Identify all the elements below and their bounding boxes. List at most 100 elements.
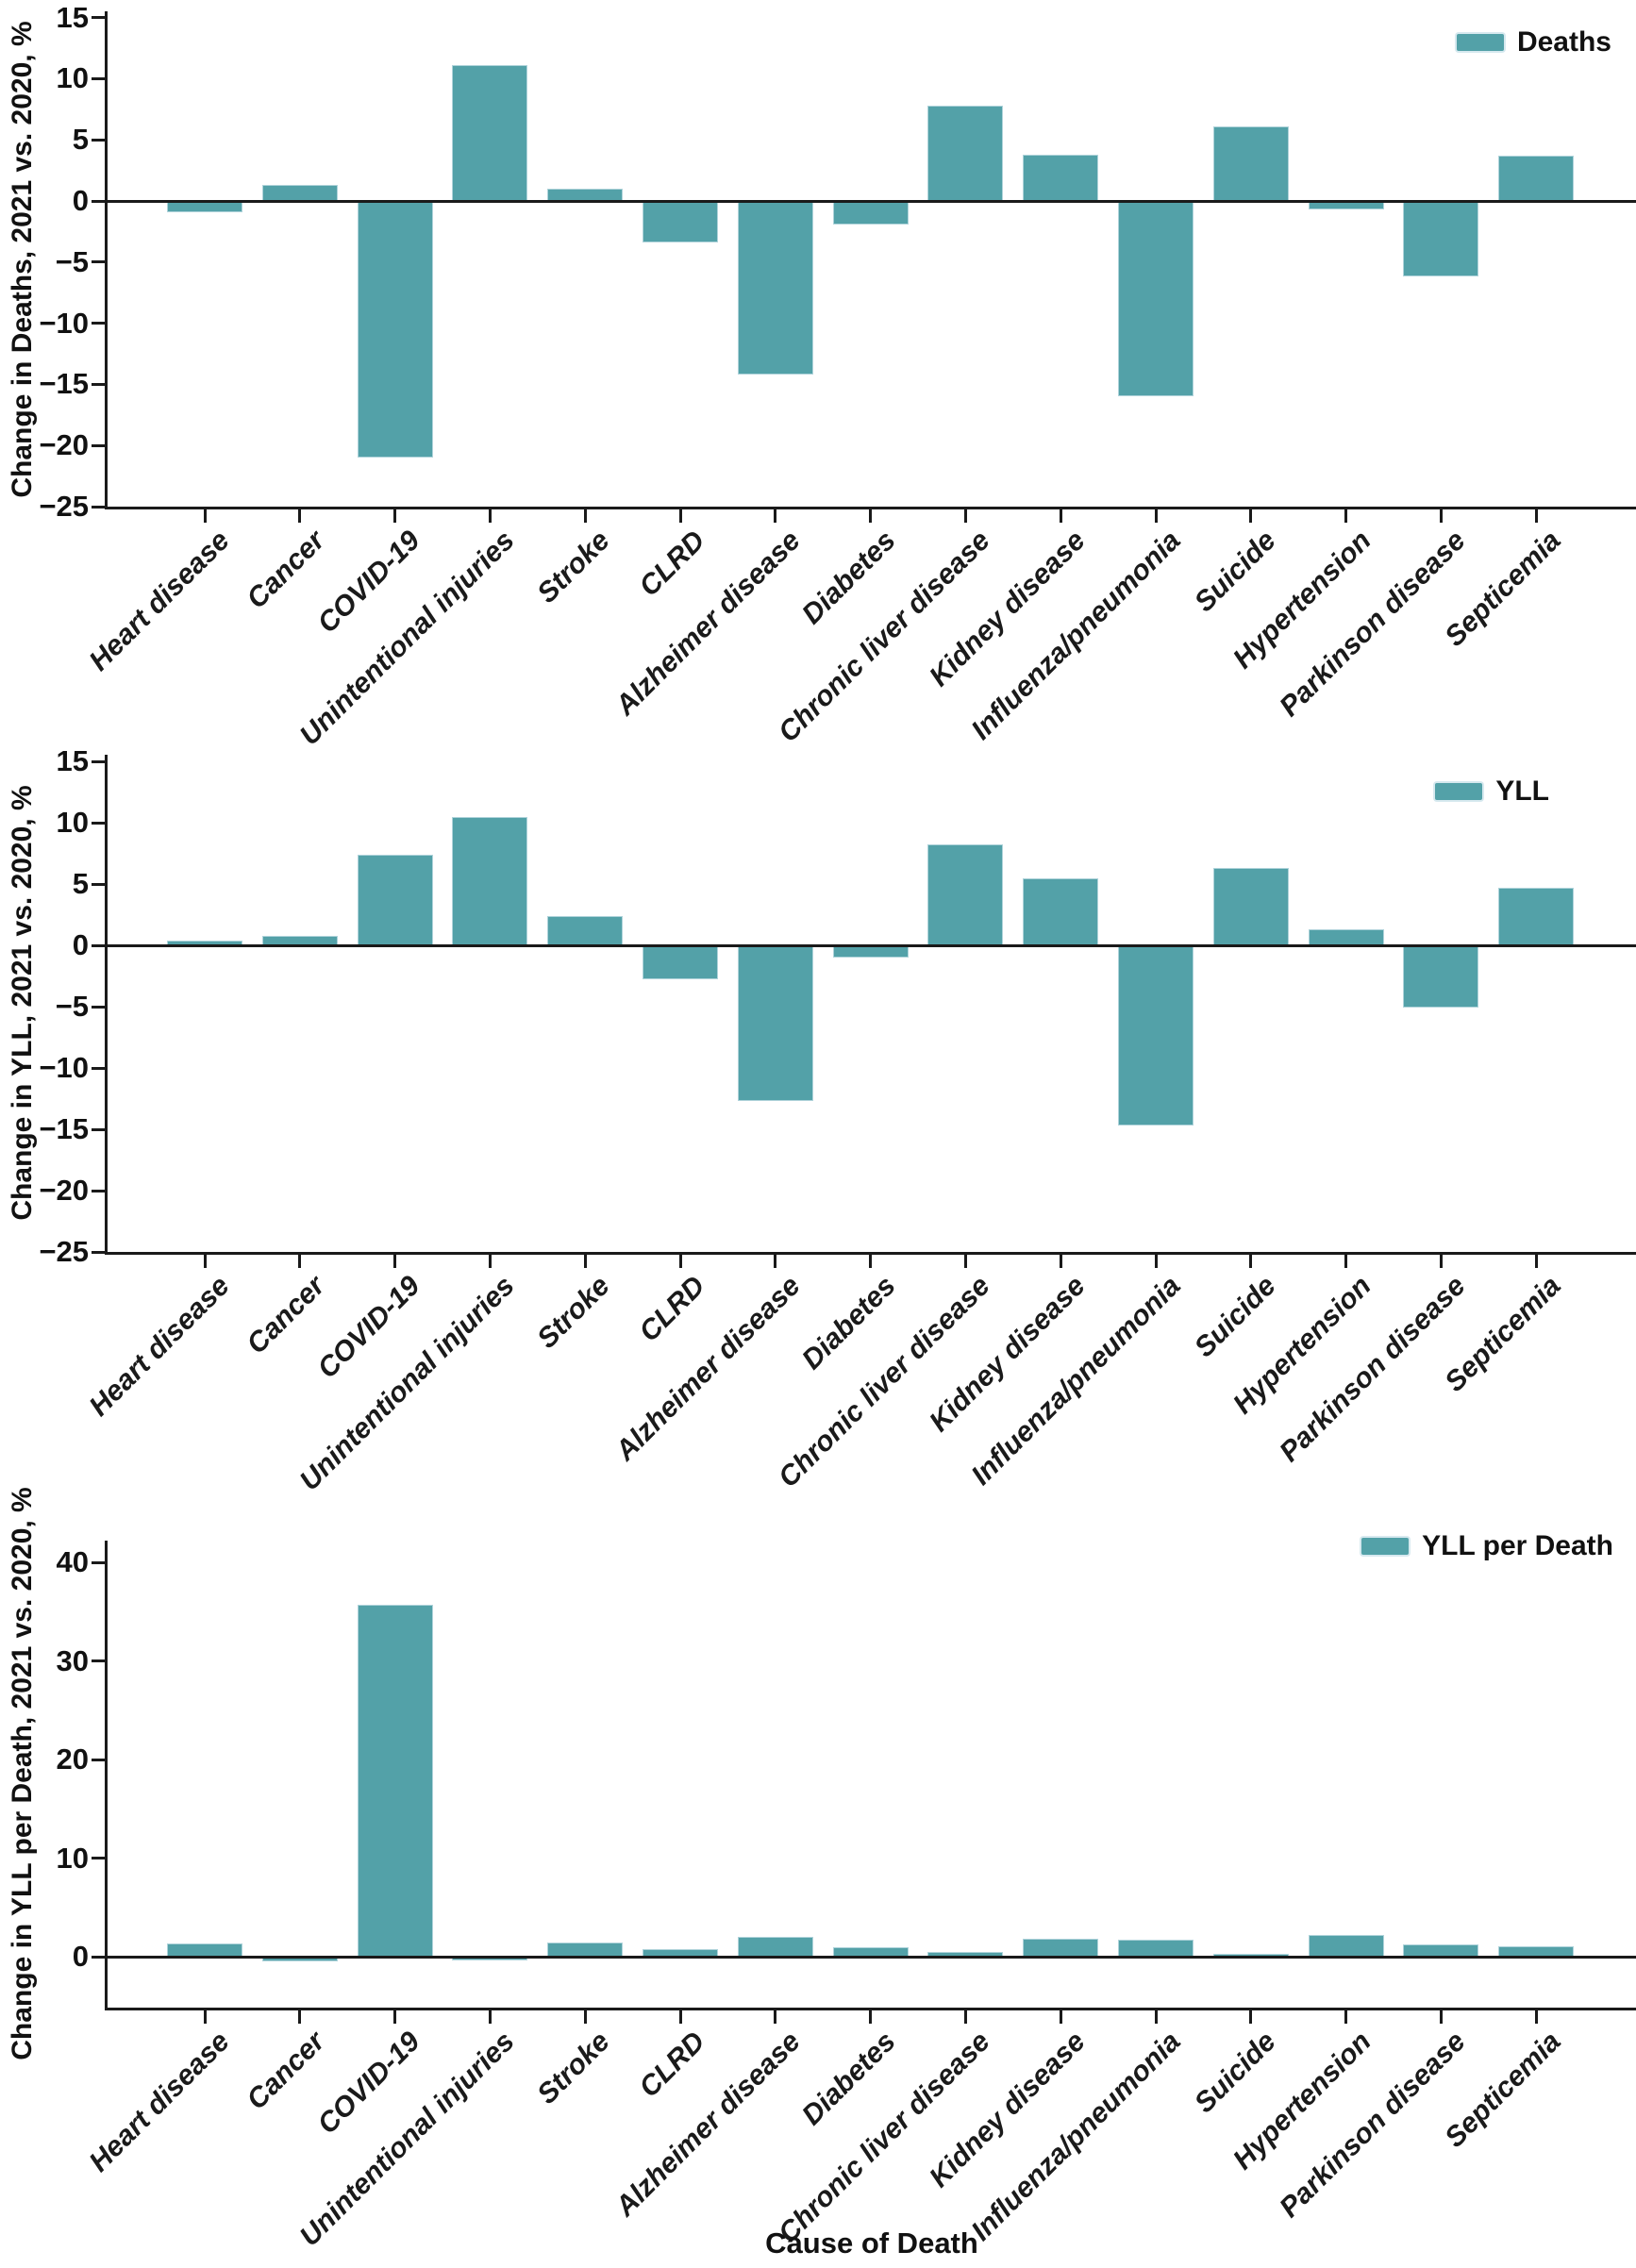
bar-deaths-heart-disease [167, 201, 242, 212]
x-axis-spine [105, 1252, 1636, 1255]
legend-label-deaths: Deaths [1516, 26, 1611, 58]
y-tick [92, 76, 105, 80]
legend-swatch-icon [1435, 783, 1483, 800]
bar-yll-per-death-alzheimer-disease [737, 1937, 813, 1957]
x-tick [1154, 2010, 1158, 2024]
y-tick [92, 1189, 105, 1192]
x-tick [1534, 2010, 1538, 2024]
x-tick [774, 2010, 777, 2024]
x-tick [963, 2010, 967, 2024]
legend-deaths: Deaths [1456, 26, 1611, 58]
y-tick-label: −20 [39, 428, 89, 462]
y-tick [92, 1250, 105, 1254]
x-tick [1059, 509, 1062, 523]
bar-yll-septicemia [1498, 887, 1575, 945]
bar-yll-per-death-hypertension [1308, 1935, 1384, 1957]
y-tick-label: −15 [39, 1112, 89, 1145]
zero-line [105, 1955, 1636, 1959]
y-tick [92, 382, 105, 386]
y-tick-label: 20 [56, 1743, 89, 1776]
x-tick [1534, 509, 1538, 523]
bar-deaths-covid-19 [357, 201, 433, 459]
y-tick [92, 1758, 105, 1761]
y-tick-label: 10 [56, 1841, 89, 1875]
bar-yll-suicide [1212, 868, 1289, 945]
y-tick-label: 10 [56, 806, 89, 839]
x-tick [393, 1255, 397, 1268]
bar-deaths-cancer [261, 185, 338, 201]
x-tick [869, 1255, 873, 1268]
y-tick [92, 1857, 105, 1859]
y-tick-label: −5 [55, 990, 89, 1023]
x-tick [583, 2010, 587, 2024]
x-tick [203, 509, 207, 523]
x-tick [1344, 2010, 1348, 2024]
bar-yll-stroke [547, 915, 624, 945]
y-tick-label: 15 [56, 744, 89, 777]
bar-deaths-alzheimer-disease [737, 201, 813, 375]
x-tick [298, 1255, 302, 1268]
y-tick-label: −10 [39, 1051, 89, 1084]
y-tick [92, 1955, 105, 1959]
y-tick-label: −15 [39, 367, 89, 401]
legend-label-yll: YLL [1495, 775, 1549, 807]
bar-deaths-septicemia [1498, 156, 1575, 201]
bar-yll-covid-19 [357, 854, 433, 945]
y-tick [92, 16, 105, 20]
x-tick [1344, 1255, 1348, 1268]
x-tick [774, 509, 777, 523]
x-tick [203, 2010, 207, 2024]
x-tick [583, 1255, 587, 1268]
y-tick-label: 10 [56, 61, 89, 95]
y-tick [92, 322, 105, 325]
y-tick [92, 943, 105, 947]
x-tick [488, 509, 492, 523]
bar-deaths-unintentional-injuries [452, 65, 528, 201]
bar-yll-alzheimer-disease [737, 945, 813, 1102]
x-tick [1534, 1255, 1538, 1268]
bar-yll-per-death-influenza-pneumonia [1118, 1940, 1194, 1957]
legend-yll-per-death: YLL per Death [1361, 1530, 1613, 1562]
x-tick [1439, 2010, 1443, 2024]
x-tick [1439, 509, 1443, 523]
y-tick [92, 138, 105, 142]
y-tick [92, 443, 105, 447]
y-tick [92, 260, 105, 264]
x-tick [393, 2010, 397, 2024]
y-tick-label: 30 [56, 1643, 89, 1677]
y-tick-label: 15 [56, 0, 89, 34]
y-tick-label: −25 [39, 490, 89, 523]
y-tick [92, 1127, 105, 1131]
x-tick [298, 2010, 302, 2024]
x-axis-spine [105, 507, 1636, 509]
y-tick [92, 199, 105, 203]
x-tick [1249, 509, 1253, 523]
y-tick-label: −5 [55, 244, 89, 278]
y-tick [92, 1066, 105, 1070]
x-tick [298, 509, 302, 523]
y-tick-label: −10 [39, 306, 89, 340]
y-tick [92, 1005, 105, 1009]
bar-yll-hypertension [1308, 929, 1384, 945]
bar-yll-diabetes [832, 945, 909, 958]
x-tick [869, 2010, 873, 2024]
y-tick [92, 882, 105, 886]
x-tick [203, 1255, 207, 1268]
y-axis-spine [105, 11, 108, 509]
y-tick [92, 1659, 105, 1662]
y-tick-label: 0 [72, 1940, 89, 1973]
y-axis-spine [105, 755, 108, 1255]
bar-deaths-suicide [1212, 125, 1289, 201]
x-tick [1439, 1255, 1443, 1268]
bar-yll-per-death-covid-19 [357, 1604, 433, 1957]
x-tick [1059, 2010, 1062, 2024]
legend-yll: YLL [1435, 775, 1549, 808]
bar-deaths-parkinson-disease [1403, 201, 1479, 277]
x-axis-spine [105, 2008, 1636, 2010]
x-tick [963, 1255, 967, 1268]
x-tick [1059, 1255, 1062, 1268]
bar-deaths-influenza-pneumonia [1118, 201, 1194, 397]
bar-yll-per-death-kidney-disease [1023, 1939, 1099, 1957]
y-tick [92, 821, 105, 825]
